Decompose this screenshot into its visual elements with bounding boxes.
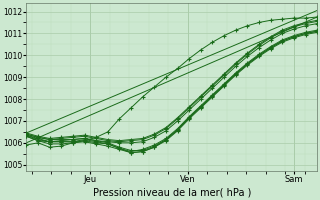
X-axis label: Pression niveau de la mer( hPa ): Pression niveau de la mer( hPa ) [92, 187, 251, 197]
